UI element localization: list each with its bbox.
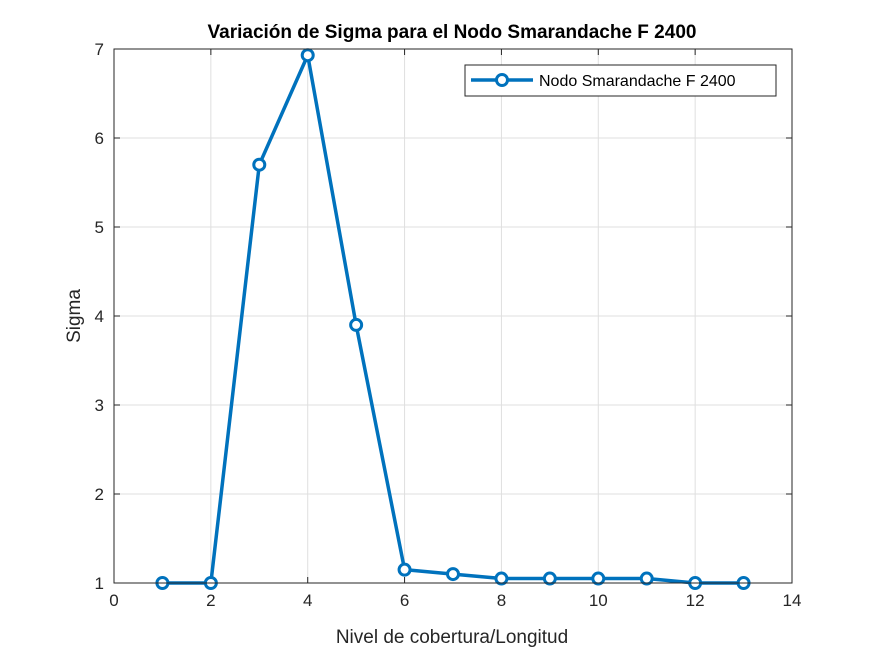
data-point bbox=[542, 571, 557, 586]
grid bbox=[114, 49, 792, 583]
x-tick-label: 14 bbox=[783, 591, 802, 610]
axes-box bbox=[113, 48, 793, 584]
y-tick-label: 2 bbox=[95, 485, 104, 504]
x-tick-label: 0 bbox=[109, 591, 118, 610]
x-axis-label: Nivel de cobertura/Longitud bbox=[336, 627, 568, 648]
legend-entry-label: Nodo Smarandache F 2400 bbox=[539, 73, 736, 90]
data-point bbox=[446, 567, 460, 582]
data-point bbox=[349, 317, 364, 332]
data-point bbox=[397, 562, 412, 577]
y-tick-label: 6 bbox=[95, 129, 104, 148]
x-tick-label: 12 bbox=[686, 591, 705, 610]
data-point bbox=[639, 571, 654, 586]
data-point bbox=[494, 571, 509, 586]
chart-title: Variación de Sigma para el Nodo Smaranda… bbox=[208, 22, 697, 43]
y-axis-label: Sigma bbox=[64, 289, 85, 343]
y-tick-label: 3 bbox=[95, 396, 104, 415]
y-tick-label: 7 bbox=[95, 40, 104, 59]
legend-marker-sample bbox=[495, 73, 509, 87]
x-tick-label: 8 bbox=[497, 591, 506, 610]
x-tick-label: 4 bbox=[303, 591, 312, 610]
y-tick-label: 1 bbox=[95, 574, 104, 593]
legend: Nodo Smarandache F 2400 bbox=[464, 64, 777, 97]
x-tick-label: 2 bbox=[206, 591, 215, 610]
x-tick-label: 6 bbox=[400, 591, 409, 610]
y-tick-label: 4 bbox=[95, 307, 104, 326]
data-point bbox=[300, 48, 315, 63]
data-point bbox=[252, 157, 267, 172]
data-point bbox=[591, 571, 606, 586]
y-tick-label: 5 bbox=[95, 218, 104, 237]
x-tick-label: 10 bbox=[589, 591, 608, 610]
